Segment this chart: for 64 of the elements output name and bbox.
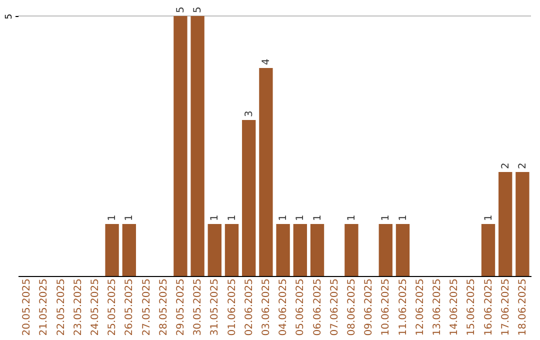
data-label: 5 <box>175 6 186 13</box>
x-tick-label: 30.05.2025 <box>192 278 204 336</box>
bar <box>174 16 188 276</box>
data-label: 1 <box>380 214 392 221</box>
data-label: 4 <box>260 58 272 65</box>
data-label: 3 <box>244 110 255 117</box>
data-label: 2 <box>500 162 512 169</box>
x-tick-label: 06.06.2025 <box>312 278 324 336</box>
x-tick-label: 23.05.2025 <box>72 278 84 336</box>
x-tick-label: 14.06.2025 <box>449 278 460 336</box>
x-tick-label: 18.06.2025 <box>517 278 528 336</box>
bar <box>310 224 324 276</box>
data-label: 5 <box>192 6 204 13</box>
x-tick-label: 04.06.2025 <box>278 278 290 336</box>
bar <box>378 224 392 276</box>
x-tick-label: 11.06.2025 <box>398 278 409 336</box>
x-tick-label: 24.05.2025 <box>90 278 101 336</box>
data-label: 1 <box>398 214 409 221</box>
data-label: 1 <box>346 214 358 221</box>
x-tick-label: 27.05.2025 <box>141 278 152 336</box>
bar <box>190 16 204 276</box>
x-tick-label: 20.05.2025 <box>22 278 33 336</box>
bar <box>498 172 512 276</box>
x-tick-label: 03.06.2025 <box>260 278 272 336</box>
x-tick-label: 28.05.2025 <box>158 278 170 336</box>
data-label: 1 <box>124 214 136 221</box>
bar <box>293 224 307 276</box>
x-tick-label: 13.06.2025 <box>432 278 443 336</box>
x-tick-label: 31.05.2025 <box>210 278 221 336</box>
data-label: 1 <box>226 214 238 221</box>
x-tick-label: 05.06.2025 <box>295 278 306 336</box>
x-tick-label: 25.05.2025 <box>107 278 118 336</box>
x-tick-label: 09.06.2025 <box>364 278 375 336</box>
x-tick-label: 08.06.2025 <box>346 278 358 336</box>
x-tick-label: 10.06.2025 <box>380 278 392 336</box>
bar <box>224 224 239 276</box>
x-tick-label: 15.06.2025 <box>466 278 478 336</box>
bar <box>276 224 290 276</box>
bar <box>242 120 256 276</box>
bar <box>122 224 136 276</box>
bar <box>396 224 410 276</box>
x-tick-label: 21.05.2025 <box>38 278 50 336</box>
x-tick-label: 26.05.2025 <box>124 278 136 336</box>
x-tick-label: 12.06.2025 <box>414 278 426 336</box>
data-label: 1 <box>107 214 118 221</box>
x-tick-label: 01.06.2025 <box>226 278 238 336</box>
bar <box>259 68 273 276</box>
bar <box>481 224 496 276</box>
x-tick-label: 17.06.2025 <box>500 278 512 336</box>
x-tick-label: 16.06.2025 <box>483 278 494 336</box>
bar <box>344 224 358 276</box>
bar <box>516 172 530 276</box>
bar <box>105 224 119 276</box>
data-label: 1 <box>295 214 306 221</box>
x-tick-label: 22.05.2025 <box>56 278 67 336</box>
data-label: 1 <box>278 214 290 221</box>
x-tick-label: 07.06.2025 <box>329 278 340 336</box>
x-tick-label: 02.06.2025 <box>244 278 255 336</box>
x-tick-label: 29.05.2025 <box>175 278 186 336</box>
data-label: 1 <box>483 214 494 221</box>
data-label: 2 <box>517 162 528 169</box>
data-label: 1 <box>210 214 221 221</box>
bar <box>208 224 222 276</box>
data-label: 1 <box>312 214 324 221</box>
